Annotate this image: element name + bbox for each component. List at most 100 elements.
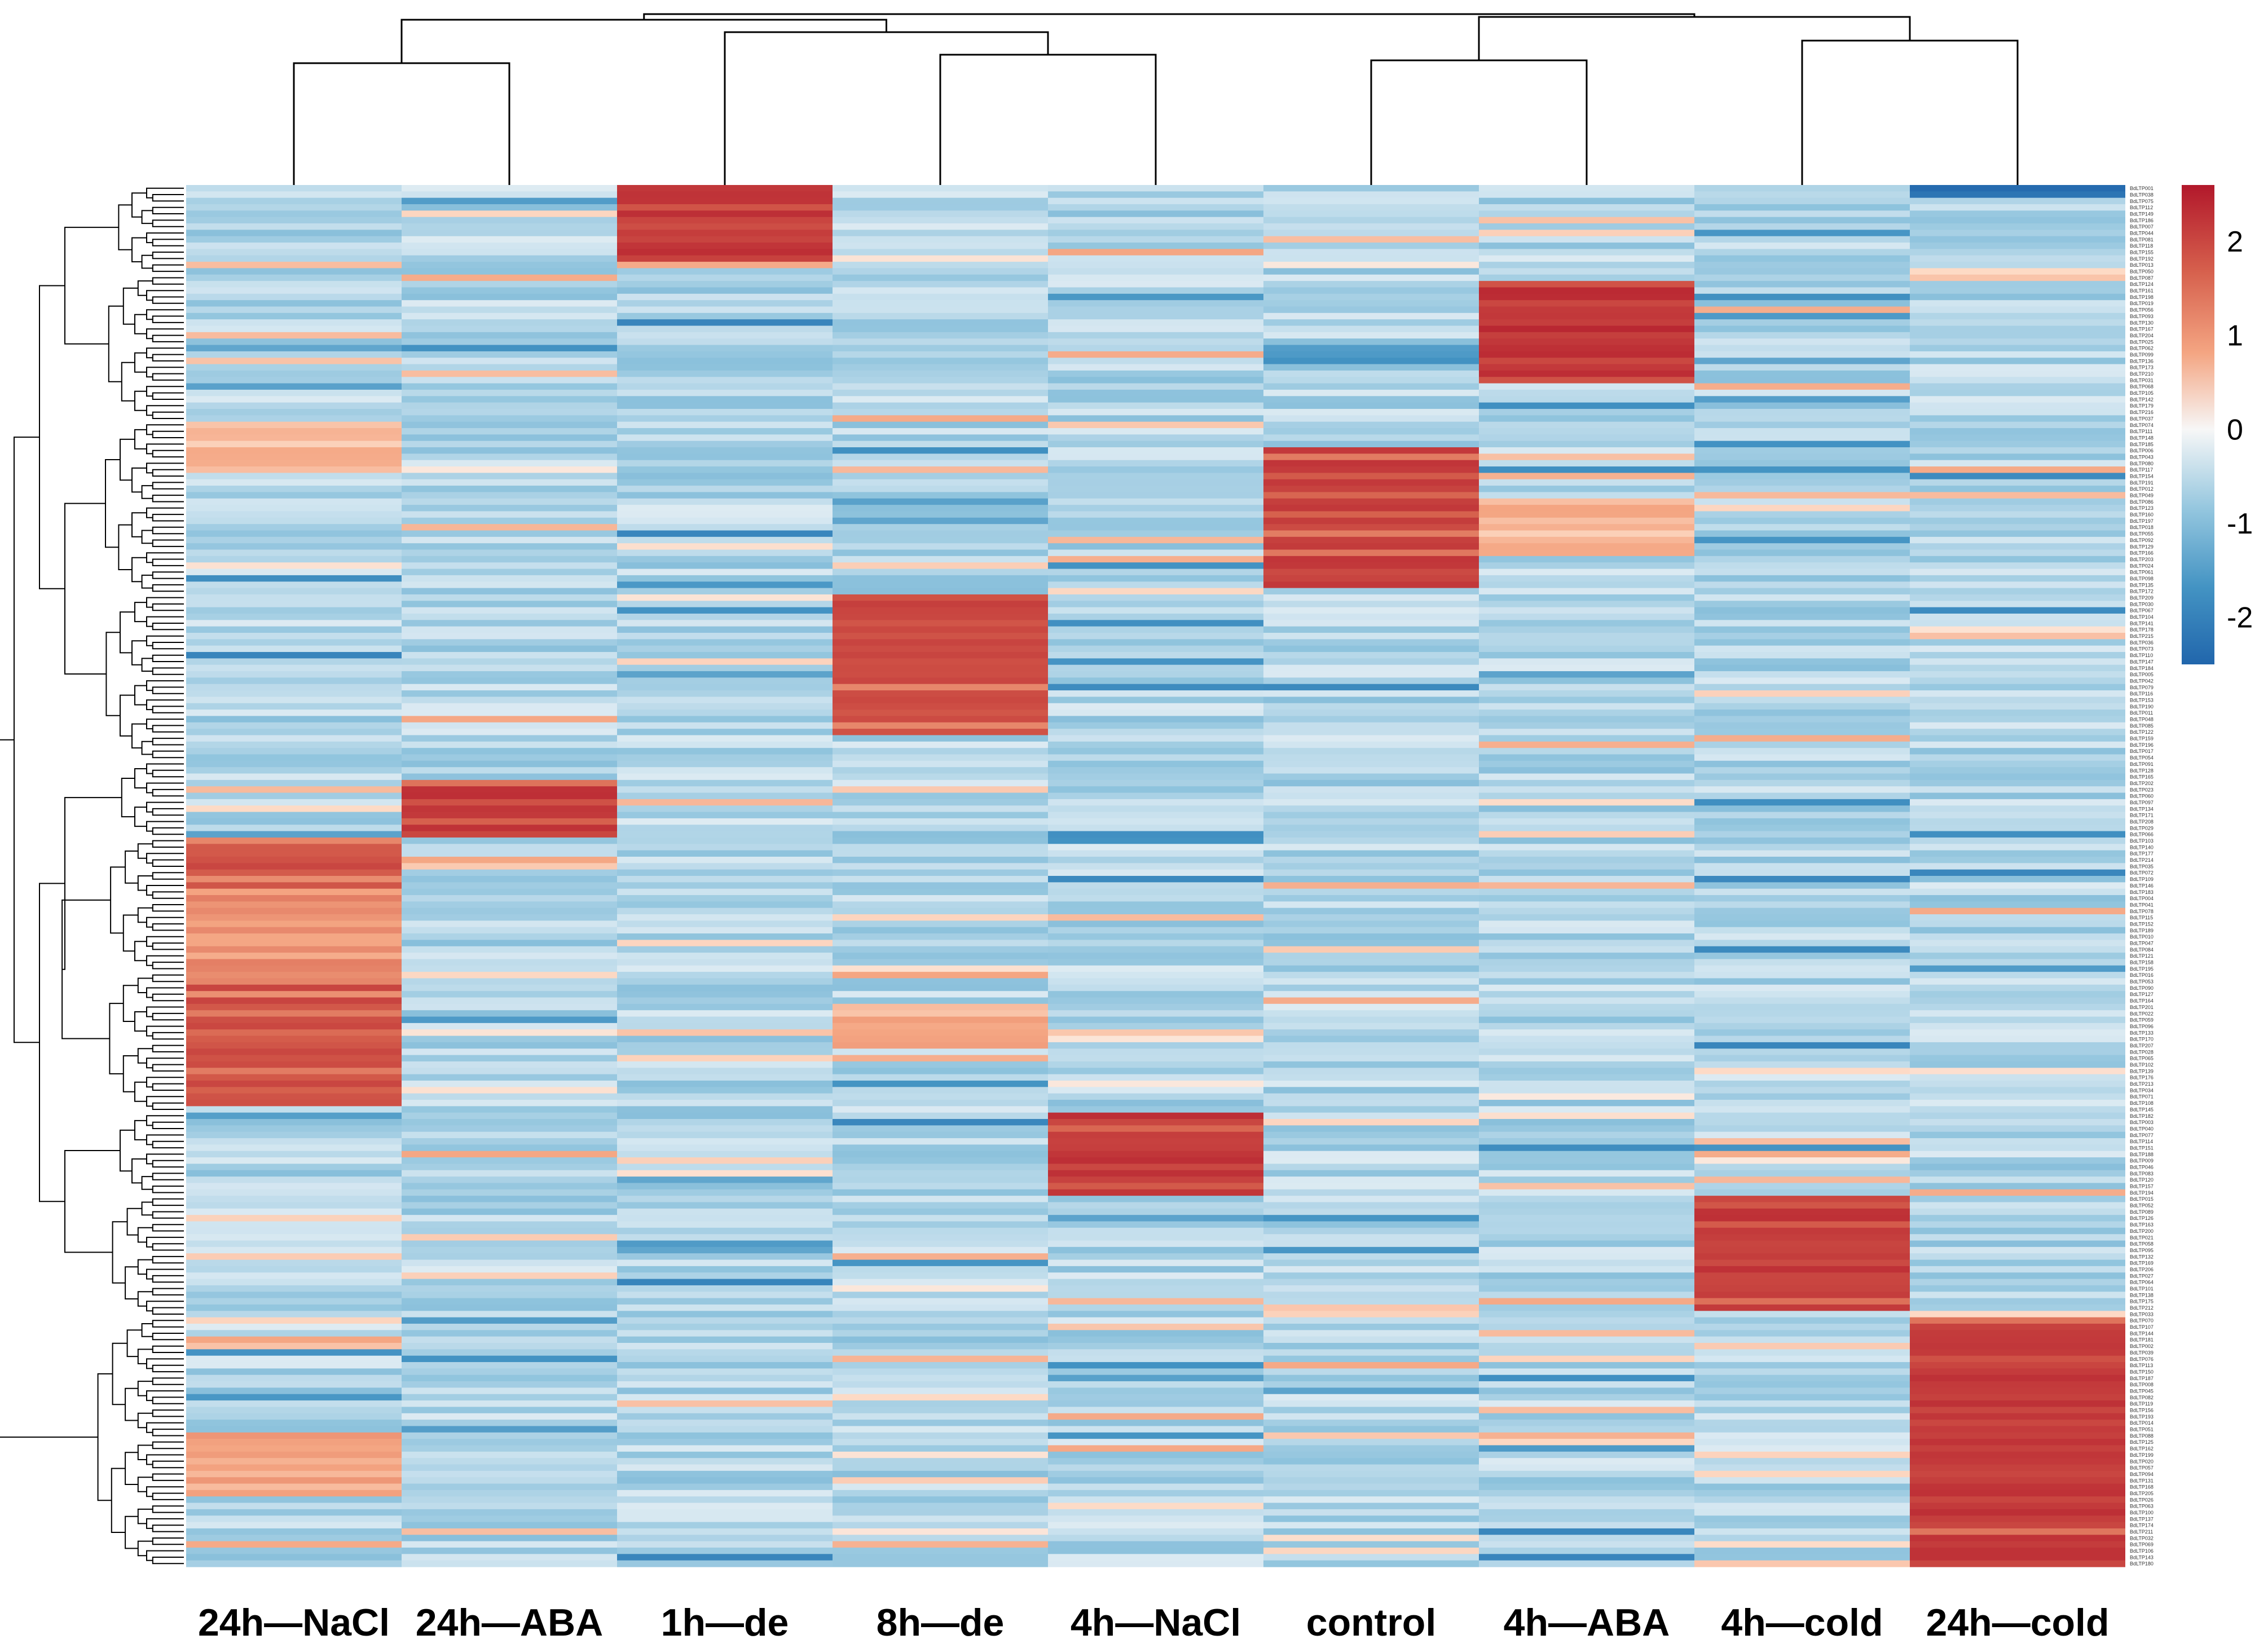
heatmap-cell <box>1694 837 1910 844</box>
heatmap-cell <box>1048 1272 1263 1280</box>
heatmap-cell <box>1479 536 1694 544</box>
heatmap-cell <box>1263 837 1479 844</box>
row-label: BdLTP136 <box>2130 358 2154 364</box>
heatmap-cell <box>1694 729 1910 736</box>
heatmap-cell <box>617 345 833 352</box>
row-label: BdLTP213 <box>2130 1081 2154 1087</box>
heatmap-cell <box>1910 511 2125 518</box>
heatmap-cell <box>617 684 833 691</box>
heatmap-cell <box>1263 1112 1479 1120</box>
heatmap-cell <box>402 1349 617 1356</box>
heatmap-cell <box>402 645 617 653</box>
heatmap-cell <box>833 1336 1048 1343</box>
heatmap-cell <box>1910 1266 2125 1273</box>
heatmap-cell <box>1694 1483 1910 1491</box>
dendrogram-branch <box>134 807 147 827</box>
heatmap-cell <box>1479 914 1694 921</box>
heatmap-cell <box>1048 1106 1263 1113</box>
heatmap-cell <box>1479 1330 1694 1337</box>
heatmap-cell <box>186 1362 402 1369</box>
row-label: BdLTP155 <box>2130 250 2154 255</box>
heatmap-cell <box>617 984 833 992</box>
heatmap-cell <box>1479 901 1694 909</box>
heatmap-cell <box>1479 1189 1694 1196</box>
heatmap-cell <box>402 453 617 461</box>
heatmap-cell <box>1479 197 1694 205</box>
dendrogram-branch <box>39 883 65 1202</box>
heatmap-cell <box>1479 1259 1694 1267</box>
heatmap-cell <box>617 1522 833 1529</box>
heatmap-cell <box>186 684 402 691</box>
heatmap-cell <box>1263 1093 1479 1100</box>
heatmap-cell <box>617 287 833 294</box>
heatmap-cell <box>1048 1055 1263 1062</box>
row-label: BdLTP027 <box>2130 1273 2154 1279</box>
row-label: BdLTP080 <box>2130 461 2154 466</box>
dendrogram-branch <box>141 1323 153 1337</box>
row-label: BdLTP057 <box>2130 1465 2154 1471</box>
heatmap-cell <box>1263 754 1479 761</box>
heatmap-cell <box>1694 581 1910 589</box>
heatmap-cell <box>1263 1432 1479 1439</box>
heatmap-cell <box>1910 408 2125 416</box>
heatmap-cell <box>1694 1246 1910 1254</box>
colorbar-tick-label: 1 <box>2227 320 2243 352</box>
heatmap-cell <box>617 1496 833 1504</box>
heatmap-cell <box>1910 825 2125 832</box>
heatmap-cell <box>402 543 617 550</box>
heatmap-cell <box>1479 1496 1694 1504</box>
heatmap-cell <box>402 1554 617 1561</box>
heatmap-cell <box>402 293 617 301</box>
heatmap-cell <box>402 594 617 601</box>
heatmap-cell <box>833 722 1048 729</box>
dendrogram-branch <box>152 1557 184 1565</box>
heatmap-cell <box>1694 1477 1910 1484</box>
heatmap-cell <box>617 1266 833 1273</box>
heatmap-cell <box>1263 223 1479 230</box>
heatmap-cell <box>617 927 833 934</box>
heatmap-cell <box>1910 556 2125 563</box>
heatmap-cell <box>1694 1196 1910 1203</box>
heatmap-cell <box>1263 1355 1479 1363</box>
heatmap-cell <box>1048 1374 1263 1382</box>
heatmap-cell <box>1263 914 1479 921</box>
row-label: BdLTP113 <box>2130 1363 2153 1368</box>
row-label: BdLTP097 <box>2130 800 2154 805</box>
heatmap-cell <box>1910 319 2125 327</box>
heatmap-cell <box>402 869 617 876</box>
heatmap-cell <box>1910 428 2125 435</box>
heatmap-cell <box>1694 1144 1910 1152</box>
heatmap-cell <box>1694 1330 1910 1337</box>
row-label: BdLTP073 <box>2130 646 2154 652</box>
heatmap-cell <box>1263 632 1479 640</box>
heatmap-cell <box>1479 1272 1694 1280</box>
heatmap-cell <box>833 940 1048 947</box>
heatmap-cell <box>1479 1048 1694 1056</box>
heatmap-cell <box>617 786 833 794</box>
row-label: BdLTP083 <box>2130 1171 2154 1176</box>
heatmap-cell <box>402 524 617 531</box>
heatmap-cell <box>1694 1368 1910 1376</box>
heatmap-cell <box>402 825 617 832</box>
heatmap-cell <box>1694 632 1910 640</box>
row-label: BdLTP177 <box>2130 851 2154 857</box>
heatmap-cell <box>617 1426 833 1433</box>
heatmap-cell <box>402 428 617 435</box>
heatmap-cell <box>1048 1298 1263 1305</box>
dendrogram-branch <box>152 194 184 202</box>
heatmap-cell <box>1048 230 1263 237</box>
heatmap-cell <box>402 722 617 729</box>
row-label: BdLTP191 <box>2130 480 2154 486</box>
heatmap-cell <box>1694 588 1910 595</box>
dendrogram-branch <box>152 354 184 362</box>
heatmap-cell <box>1910 850 2125 857</box>
heatmap-cell <box>833 530 1048 537</box>
heatmap-cell <box>1479 984 1694 992</box>
heatmap-cell <box>1910 1323 2125 1330</box>
heatmap-cell <box>402 287 617 294</box>
heatmap-cell <box>186 1400 402 1408</box>
heatmap-cell <box>186 1035 402 1043</box>
heatmap-cell <box>1263 1304 1479 1311</box>
row-label: BdLTP188 <box>2130 1152 2154 1157</box>
heatmap-cell <box>1048 345 1263 352</box>
